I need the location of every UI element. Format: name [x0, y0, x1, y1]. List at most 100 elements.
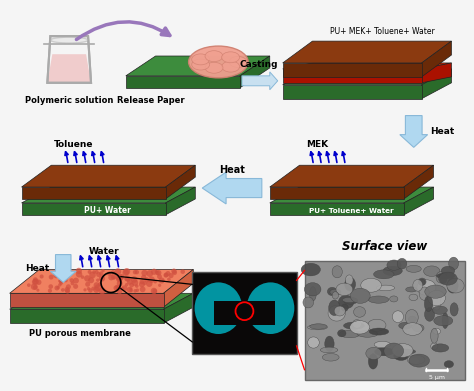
Ellipse shape	[405, 310, 418, 325]
Ellipse shape	[246, 282, 294, 334]
Ellipse shape	[346, 275, 353, 285]
Ellipse shape	[436, 272, 446, 283]
Ellipse shape	[345, 277, 356, 291]
Circle shape	[32, 279, 37, 285]
Circle shape	[146, 270, 153, 277]
Circle shape	[70, 278, 74, 283]
Ellipse shape	[406, 287, 417, 292]
Polygon shape	[164, 293, 193, 323]
Ellipse shape	[442, 313, 448, 328]
Circle shape	[151, 288, 157, 294]
Circle shape	[71, 282, 74, 285]
Circle shape	[116, 285, 121, 291]
Ellipse shape	[431, 343, 438, 350]
Ellipse shape	[189, 46, 248, 78]
Ellipse shape	[374, 348, 394, 356]
Polygon shape	[400, 116, 428, 147]
Circle shape	[168, 273, 173, 278]
Circle shape	[95, 284, 101, 291]
Circle shape	[139, 281, 145, 287]
Circle shape	[96, 272, 101, 277]
Circle shape	[118, 274, 124, 280]
Circle shape	[111, 274, 117, 280]
Circle shape	[144, 277, 149, 283]
Circle shape	[57, 269, 63, 275]
Circle shape	[36, 289, 39, 292]
Circle shape	[132, 280, 138, 286]
Bar	[304, 260, 465, 380]
Polygon shape	[283, 69, 422, 83]
Ellipse shape	[407, 355, 425, 364]
Circle shape	[93, 282, 100, 288]
Circle shape	[157, 274, 162, 279]
Polygon shape	[283, 63, 451, 69]
Circle shape	[115, 285, 118, 288]
Ellipse shape	[194, 282, 242, 334]
Ellipse shape	[344, 322, 365, 329]
Ellipse shape	[222, 61, 239, 72]
Polygon shape	[9, 293, 193, 309]
Circle shape	[140, 287, 146, 292]
Ellipse shape	[308, 337, 319, 348]
Text: Heat: Heat	[25, 264, 49, 273]
Ellipse shape	[392, 311, 403, 323]
Circle shape	[84, 275, 91, 282]
Circle shape	[133, 289, 137, 292]
Circle shape	[99, 275, 105, 282]
Ellipse shape	[425, 285, 446, 298]
Circle shape	[133, 270, 137, 274]
Circle shape	[115, 268, 121, 275]
Text: 5 μm: 5 μm	[428, 375, 445, 380]
Ellipse shape	[444, 361, 454, 368]
Circle shape	[66, 284, 71, 289]
Circle shape	[87, 287, 90, 291]
Polygon shape	[283, 63, 422, 77]
Bar	[214, 301, 275, 325]
Ellipse shape	[387, 260, 401, 270]
Polygon shape	[21, 187, 165, 199]
Ellipse shape	[390, 296, 398, 302]
Text: Surface view: Surface view	[342, 240, 428, 253]
Ellipse shape	[413, 280, 423, 291]
Circle shape	[91, 287, 95, 291]
Circle shape	[171, 269, 177, 274]
Ellipse shape	[368, 319, 386, 331]
Text: Casting: Casting	[239, 60, 278, 69]
Circle shape	[164, 273, 168, 278]
Ellipse shape	[332, 292, 338, 299]
Ellipse shape	[337, 330, 346, 337]
Circle shape	[155, 270, 158, 273]
Circle shape	[108, 274, 114, 280]
Circle shape	[181, 269, 185, 274]
Circle shape	[159, 278, 164, 283]
Circle shape	[89, 272, 96, 278]
Ellipse shape	[325, 336, 334, 352]
Ellipse shape	[432, 296, 441, 310]
Ellipse shape	[403, 323, 422, 335]
Circle shape	[93, 287, 100, 293]
Ellipse shape	[425, 308, 435, 321]
Polygon shape	[422, 41, 451, 77]
Circle shape	[154, 280, 157, 283]
Ellipse shape	[449, 257, 458, 270]
Circle shape	[65, 269, 70, 273]
Circle shape	[49, 274, 54, 280]
Text: Water: Water	[89, 247, 119, 256]
Text: Release Paper: Release Paper	[117, 96, 184, 105]
Ellipse shape	[409, 357, 419, 365]
Ellipse shape	[438, 272, 457, 285]
Ellipse shape	[308, 325, 328, 330]
Circle shape	[124, 276, 129, 281]
Polygon shape	[270, 187, 404, 199]
Circle shape	[59, 279, 63, 283]
Ellipse shape	[430, 328, 438, 343]
Ellipse shape	[450, 303, 458, 316]
Circle shape	[36, 280, 42, 285]
Ellipse shape	[417, 280, 436, 295]
Polygon shape	[242, 72, 278, 90]
Circle shape	[156, 270, 162, 276]
Circle shape	[99, 287, 106, 294]
Ellipse shape	[418, 278, 426, 285]
Circle shape	[64, 287, 70, 292]
Polygon shape	[47, 54, 91, 83]
